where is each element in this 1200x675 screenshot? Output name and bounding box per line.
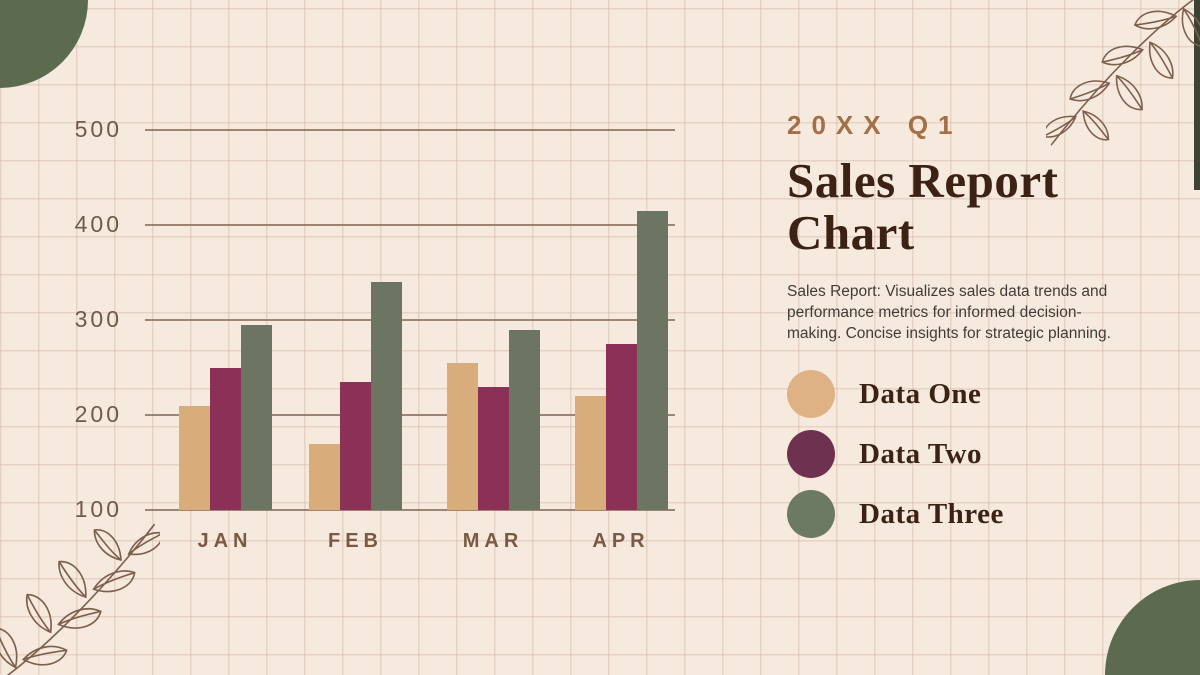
report-period-label: 20XX Q1 bbox=[787, 110, 963, 140]
leaf-branch-icon bbox=[1046, 0, 1200, 146]
bar-data-two-jan bbox=[209, 367, 241, 510]
legend-item-data-three: Data Three bbox=[787, 490, 1192, 538]
bar-data-three-apr bbox=[636, 210, 668, 510]
gridline bbox=[145, 509, 675, 511]
corner-circle-bottom-right bbox=[1105, 580, 1200, 675]
right-edge-accent bbox=[1194, 0, 1200, 190]
x-axis-label: FEB bbox=[328, 530, 383, 552]
bar-data-three-mar bbox=[508, 329, 540, 510]
bar-data-one-jan bbox=[178, 405, 210, 510]
y-axis-label: 200 bbox=[74, 401, 122, 427]
y-axis-label: 500 bbox=[74, 116, 122, 142]
bar-chart: 100 200 300 400 500 JAN FEB MAR APR bbox=[74, 116, 675, 552]
legend-swatch-data-one bbox=[787, 370, 835, 418]
legend-item-data-two: Data Two bbox=[787, 430, 1192, 478]
y-axis-label: 400 bbox=[74, 211, 122, 237]
bar-data-two-apr bbox=[605, 343, 637, 510]
bar-data-three-feb bbox=[371, 282, 402, 510]
legend-swatch-data-two bbox=[787, 430, 835, 478]
x-axis-label: JAN bbox=[197, 530, 253, 552]
bar-data-two-mar bbox=[477, 386, 509, 510]
page-title: Sales Report Chart bbox=[787, 155, 1192, 259]
bar-data-one-mar bbox=[446, 362, 478, 510]
x-axis-label: APR bbox=[592, 530, 650, 552]
legend-label: Data Three bbox=[859, 497, 1004, 530]
y-axis-label: 300 bbox=[74, 306, 122, 332]
leaf-branch-icon bbox=[0, 523, 160, 675]
chart-legend: Data One Data Two Data Three bbox=[787, 370, 1192, 538]
legend-label: Data One bbox=[859, 377, 982, 410]
bar-data-one-apr bbox=[574, 396, 606, 510]
title-line-2: Chart bbox=[787, 205, 915, 260]
legend-swatch-data-three bbox=[787, 490, 835, 538]
gridline bbox=[145, 319, 675, 321]
y-axis-label: 100 bbox=[74, 496, 122, 522]
gridline bbox=[145, 129, 675, 131]
legend-item-data-one: Data One bbox=[787, 370, 1192, 418]
gridline bbox=[145, 414, 675, 416]
info-panel: 20XX Q1 Sales Report Chart Sales Report:… bbox=[787, 110, 1192, 550]
bar-data-two-feb bbox=[340, 381, 371, 510]
bar-data-one-feb bbox=[309, 443, 340, 510]
x-axis-label: MAR bbox=[462, 530, 524, 552]
legend-label: Data Two bbox=[859, 437, 982, 470]
gridline bbox=[145, 224, 675, 226]
bar-data-three-jan bbox=[240, 324, 272, 510]
title-line-1: Sales Report bbox=[787, 153, 1059, 208]
report-description: Sales Report: Visualizes sales data tren… bbox=[787, 283, 1111, 342]
